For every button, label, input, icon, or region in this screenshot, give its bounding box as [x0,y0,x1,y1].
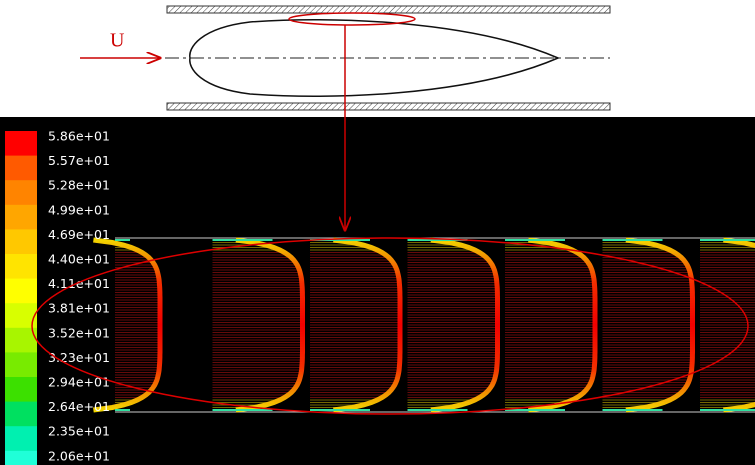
zoom-ellipse [31,237,749,415]
colorbar-swatch [5,450,37,465]
colorbar-swatch [5,426,37,452]
colorbar-swatch [5,352,37,378]
inlet-label: U [110,30,125,52]
colorbar-swatch [5,377,37,403]
colorbar-label: 5.86e+01 [48,129,110,144]
velocity-vectors [93,237,755,413]
colorbar-label: 3.23e+01 [48,350,110,365]
colorbar-label: 4.40e+01 [48,252,110,267]
colorbar: 5.86e+01 5.57e+01 5.28e+01 4.99e+01 4.69e+01… [5,129,110,465]
colorbar-label: 4.11e+01 [48,276,110,291]
colorbar-label: 3.81e+01 [48,301,110,316]
profile-front [528,237,598,413]
colorbar-label: 2.94e+01 [48,375,110,390]
colorbar-label: 5.28e+01 [48,178,110,193]
colorbar-label: 2.35e+01 [48,424,110,439]
colorbar-label: 3.52e+01 [48,325,110,340]
profile-front [235,237,305,413]
pipe-wall-top [166,5,611,14]
colorbar-label: 4.69e+01 [48,227,110,242]
colorbar-swatch [5,278,37,304]
colorbar-label: 2.64e+01 [48,399,110,414]
profile-front [93,237,163,413]
colorbar-swatch [5,204,37,230]
plot-background [0,117,755,465]
colorbar-label: 2.06e+01 [48,448,110,463]
colorbar-label: 5.57e+01 [48,153,110,168]
colorbar-swatch [5,229,37,255]
colorbar-swatch [5,180,37,206]
colorbar-label: 4.99e+01 [48,202,110,217]
profile-front [430,237,500,413]
colorbar-swatch [5,401,37,427]
colorbar-swatch [5,327,37,353]
zoom-region [288,12,416,26]
colorbar-swatch [5,131,37,157]
profile-front [625,237,695,413]
pipe-wall-bottom [166,102,611,111]
colorbar-swatch [5,254,37,280]
body-profile [189,18,560,98]
profile-front [333,237,403,413]
colorbar-swatch [5,155,37,181]
